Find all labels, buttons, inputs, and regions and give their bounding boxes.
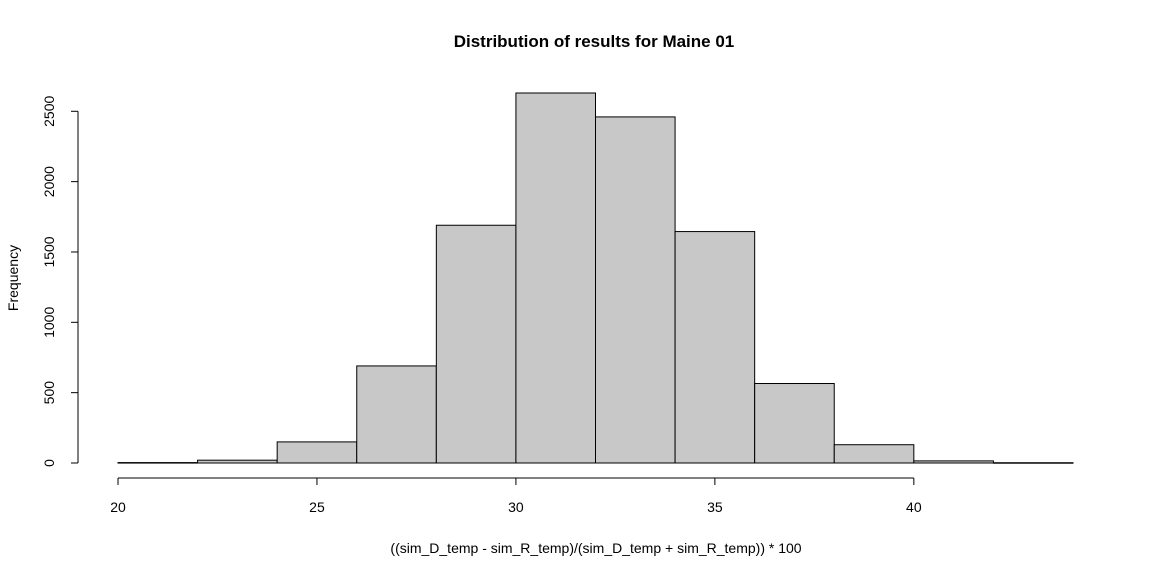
histogram-bar bbox=[435, 224, 517, 464]
histogram-bar bbox=[276, 441, 358, 464]
y-tick-label: 0 bbox=[41, 459, 57, 467]
histogram-bar bbox=[515, 92, 597, 464]
histogram-bar bbox=[356, 365, 437, 464]
histogram-bar bbox=[595, 116, 676, 464]
histogram-bar bbox=[117, 462, 199, 464]
x-tick-label: 40 bbox=[906, 499, 922, 515]
y-tick-label: 2000 bbox=[41, 166, 57, 197]
histogram-bar bbox=[992, 462, 1074, 464]
y-axis-label: Frequency bbox=[5, 245, 21, 311]
histogram-bar bbox=[833, 444, 915, 464]
x-tick-label: 35 bbox=[707, 499, 723, 515]
y-tick-label: 500 bbox=[41, 381, 57, 405]
histogram-bar bbox=[913, 460, 994, 464]
x-axis: 20 25 30 35 40 bbox=[110, 477, 922, 515]
y-tick-label: 2500 bbox=[41, 96, 57, 127]
y-axis: 0 500 1000 1500 2000 2500 bbox=[41, 96, 79, 467]
x-axis-label: ((sim_D_temp - sim_R_temp)/(sim_D_temp +… bbox=[390, 540, 801, 556]
y-tick-label: 1500 bbox=[41, 236, 57, 267]
histogram-bar bbox=[754, 383, 835, 464]
histogram-bar bbox=[674, 231, 756, 464]
chart-title: Distribution of results for Maine 01 bbox=[454, 32, 735, 51]
histogram-bar bbox=[197, 459, 278, 464]
x-tick-label: 25 bbox=[309, 499, 325, 515]
x-tick-label: 30 bbox=[508, 499, 524, 515]
y-tick-label: 1000 bbox=[41, 307, 57, 338]
x-tick-label: 20 bbox=[110, 499, 126, 515]
bars-group bbox=[117, 92, 1074, 464]
